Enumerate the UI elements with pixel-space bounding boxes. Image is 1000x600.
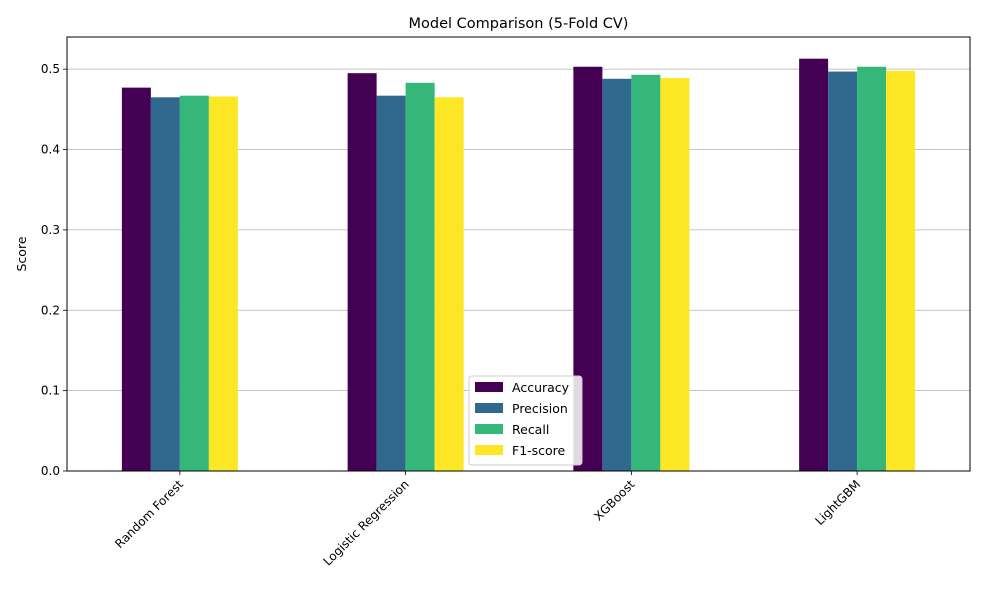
y-axis: 0.0 0.1 0.2 0.3 0.4 0.5: [41, 62, 67, 478]
legend-label: Precision: [512, 401, 568, 416]
bar: [799, 58, 829, 471]
plot-frame: [66, 36, 971, 472]
bar: [631, 74, 661, 471]
bar: [347, 73, 377, 472]
bar: [150, 97, 180, 472]
legend-label: Accuracy: [512, 380, 570, 395]
bar: [208, 96, 238, 472]
bar: [828, 71, 858, 471]
bar: [857, 66, 887, 472]
bar: [434, 97, 464, 472]
chart-title: Model Comparison (5-Fold CV): [409, 16, 629, 32]
bar: [602, 78, 632, 471]
y-tick-label: 0.5: [41, 62, 60, 76]
legend-label: F1-score: [512, 443, 566, 458]
bar: [405, 82, 435, 472]
legend-swatch: [475, 424, 503, 434]
legend-box: [468, 375, 583, 466]
y-tick-label: 0.3: [41, 223, 60, 237]
bar: [121, 87, 151, 471]
bar: [660, 77, 690, 471]
legend-swatch: [475, 403, 503, 413]
legend-swatch: [475, 445, 503, 455]
legend: Accuracy Precision Recall F1-score: [468, 375, 583, 466]
y-axis-label: Score: [14, 236, 29, 271]
legend-swatch: [475, 382, 503, 392]
bar: [376, 95, 406, 471]
legend-label: Recall: [512, 422, 549, 437]
y-tick-label: 0.1: [41, 384, 60, 398]
bar: [886, 70, 916, 471]
bars: [121, 58, 916, 472]
y-tick-label: 0.2: [41, 303, 60, 317]
y-tick-label: 0.0: [41, 464, 60, 478]
bar: [179, 95, 209, 471]
y-tick-label: 0.4: [41, 143, 60, 157]
